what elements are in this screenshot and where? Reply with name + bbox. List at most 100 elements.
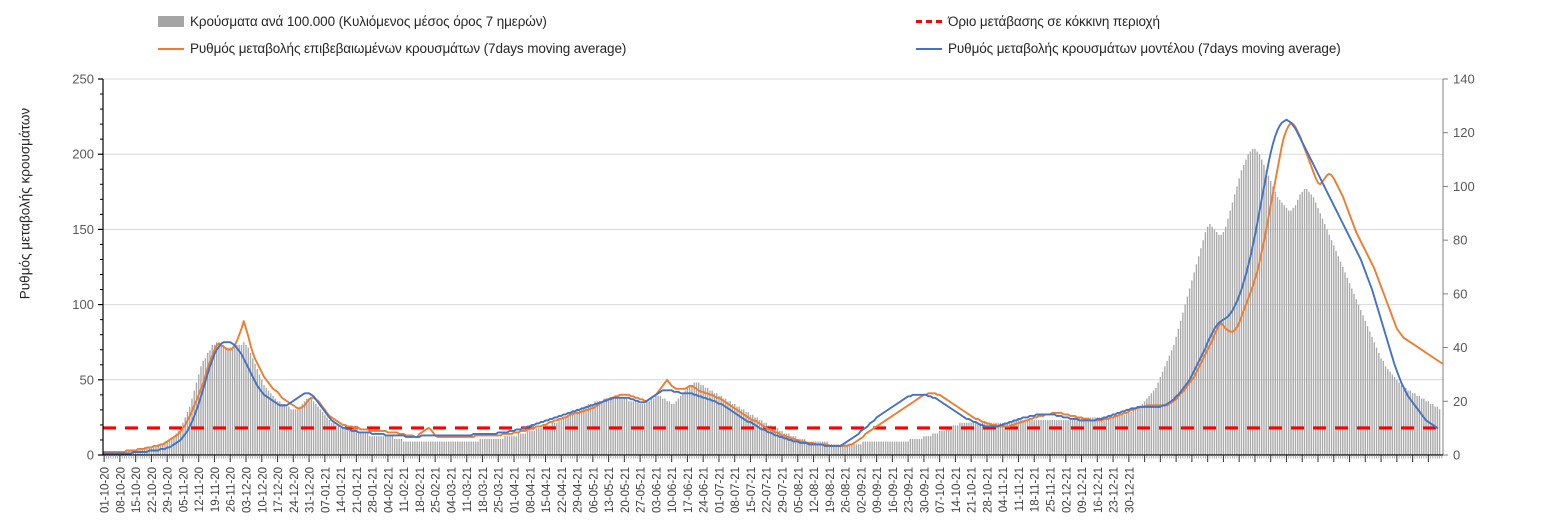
svg-text:25-11-21: 25-11-21	[1046, 467, 1058, 512]
blue-line-swatch-icon	[916, 47, 942, 50]
bar-swatch-icon	[158, 16, 184, 27]
svg-text:120: 120	[1453, 125, 1475, 140]
svg-text:21-10-21: 21-10-21	[967, 467, 979, 513]
bars-series	[103, 148, 1441, 456]
svg-text:17-06-21: 17-06-21	[683, 467, 695, 513]
svg-text:02-09-21: 02-09-21	[856, 467, 868, 513]
svg-text:100: 100	[72, 297, 94, 312]
svg-text:11-03-21: 11-03-21	[462, 467, 474, 512]
svg-text:30-12-21: 30-12-21	[1124, 467, 1136, 513]
svg-text:40: 40	[1453, 340, 1467, 355]
svg-text:140: 140	[1453, 72, 1475, 87]
svg-text:04-03-21: 04-03-21	[446, 467, 458, 513]
svg-text:18-03-21: 18-03-21	[478, 467, 490, 513]
svg-text:29-04-21: 29-04-21	[573, 467, 585, 513]
svg-text:50: 50	[80, 372, 94, 387]
svg-text:24-06-21: 24-06-21	[699, 467, 711, 513]
svg-text:0: 0	[1453, 448, 1460, 463]
legend-label-cases-bar: Κρούσματα ανά 100.000 (Κυλιόμενος μέσος …	[190, 14, 547, 29]
svg-text:19-08-21: 19-08-21	[825, 467, 837, 513]
y-axis-left-ticks: 0 50 100 150 200 250	[72, 72, 103, 463]
svg-text:10-12-20: 10-12-20	[257, 467, 269, 513]
svg-text:11-02-21: 11-02-21	[399, 467, 411, 512]
svg-text:12-11-20: 12-11-20	[194, 467, 206, 512]
svg-text:23-09-21: 23-09-21	[904, 467, 916, 513]
svg-text:20-05-21: 20-05-21	[620, 467, 632, 513]
legend-label-model-rate: Ρυθμός μεταβολής κρουσμάτων μοντέλου (7d…	[948, 41, 1341, 56]
svg-text:100: 100	[1453, 179, 1475, 194]
svg-text:31-12-20: 31-12-20	[305, 467, 317, 513]
svg-text:08-07-21: 08-07-21	[730, 467, 742, 513]
chart-legend: Κρούσματα ανά 100.000 (Κυλιόμενος μέσος …	[0, 6, 1552, 62]
svg-text:11-11-21: 11-11-21	[1014, 467, 1026, 511]
svg-text:09-09-21: 09-09-21	[872, 467, 884, 513]
svg-text:15-07-21: 15-07-21	[746, 467, 758, 513]
svg-text:09-12-21: 09-12-21	[1077, 467, 1089, 513]
svg-text:0: 0	[87, 448, 94, 463]
svg-text:13-05-21: 13-05-21	[604, 467, 616, 513]
line-swatch-icon	[158, 47, 184, 50]
svg-text:26-08-21: 26-08-21	[841, 467, 853, 513]
svg-text:08-10-20: 08-10-20	[115, 467, 127, 513]
svg-text:07-10-21: 07-10-21	[935, 467, 947, 513]
legend-label-threshold: Όριο μετάβασης σε κόκκινη περιοχή	[948, 14, 1160, 29]
svg-text:29-07-21: 29-07-21	[778, 467, 790, 513]
legend-item-cases-bar[interactable]: Κρούσματα ανά 100.000 (Κυλιόμενος μέσος …	[158, 14, 547, 29]
svg-text:60: 60	[1453, 286, 1467, 301]
svg-text:19-11-20: 19-11-20	[210, 467, 222, 512]
svg-text:25-02-21: 25-02-21	[431, 467, 443, 513]
legend-item-confirmed-rate[interactable]: Ρυθμός μεταβολής επιβεβαιωμένων κρουσμάτ…	[158, 41, 626, 56]
svg-text:17-12-20: 17-12-20	[273, 467, 285, 513]
svg-text:15-10-20: 15-10-20	[131, 467, 143, 513]
dashed-line-swatch-icon	[916, 20, 942, 23]
svg-text:26-11-20: 26-11-20	[226, 467, 238, 512]
svg-text:18-11-21: 18-11-21	[1030, 467, 1042, 512]
svg-text:04-11-21: 04-11-21	[998, 467, 1010, 512]
svg-text:23-12-21: 23-12-21	[1109, 467, 1121, 513]
x-axis-ticks: 01-10-20 08-10-20 15-10-20 22-10-20 29-10-20…	[100, 455, 1443, 513]
svg-text:03-12-20: 03-12-20	[242, 467, 254, 513]
svg-text:80: 80	[1453, 233, 1467, 248]
svg-text:28-10-21: 28-10-21	[982, 467, 994, 513]
legend-label-confirmed-rate: Ρυθμός μεταβολής επιβεβαιωμένων κρουσμάτ…	[190, 41, 627, 56]
svg-text:15-04-21: 15-04-21	[541, 467, 553, 513]
svg-text:01-07-21: 01-07-21	[714, 467, 726, 513]
svg-text:16-09-21: 16-09-21	[888, 467, 900, 513]
svg-text:10-06-21: 10-06-21	[667, 467, 679, 513]
svg-text:21-01-21: 21-01-21	[352, 467, 364, 513]
svg-text:07-01-21: 07-01-21	[320, 467, 332, 513]
svg-text:200: 200	[72, 147, 94, 162]
svg-text:22-10-20: 22-10-20	[147, 467, 159, 513]
svg-text:01-04-21: 01-04-21	[510, 467, 522, 513]
svg-text:12-08-21: 12-08-21	[809, 467, 821, 513]
svg-text:18-02-21: 18-02-21	[415, 467, 427, 513]
svg-text:03-06-21: 03-06-21	[651, 467, 663, 513]
svg-text:06-05-21: 06-05-21	[588, 467, 600, 513]
y-axis-right-ticks: 0 20 40 60 80 100 120 140	[1443, 72, 1475, 463]
svg-text:250: 250	[72, 72, 94, 87]
svg-text:08-04-21: 08-04-21	[525, 467, 537, 513]
svg-text:27-05-21: 27-05-21	[636, 467, 648, 513]
model-rate-line	[103, 118, 1439, 455]
svg-text:30-09-21: 30-09-21	[919, 467, 931, 513]
svg-text:01-10-20: 01-10-20	[100, 467, 112, 513]
svg-text:25-03-21: 25-03-21	[494, 467, 506, 513]
svg-text:04-02-21: 04-02-21	[383, 467, 395, 513]
svg-text:22-07-21: 22-07-21	[762, 467, 774, 513]
svg-text:29-10-20: 29-10-20	[163, 467, 175, 513]
svg-text:02-12-21: 02-12-21	[1061, 467, 1073, 513]
svg-text:24-12-20: 24-12-20	[289, 467, 301, 513]
svg-text:150: 150	[72, 222, 94, 237]
svg-text:22-04-21: 22-04-21	[557, 467, 569, 513]
svg-text:28-01-21: 28-01-21	[368, 467, 380, 513]
svg-text:16-12-21: 16-12-21	[1093, 467, 1105, 513]
svg-text:20: 20	[1453, 394, 1467, 409]
legend-item-model-rate[interactable]: Ρυθμός μεταβολής κρουσμάτων μοντέλου (7d…	[916, 41, 1341, 56]
legend-item-threshold[interactable]: Όριο μετάβασης σε κόκκινη περιοχή	[916, 14, 1160, 29]
svg-text:05-11-20: 05-11-20	[178, 467, 190, 512]
svg-text:14-01-21: 14-01-21	[336, 467, 348, 513]
svg-text:05-08-21: 05-08-21	[793, 467, 805, 513]
svg-text:14-10-21: 14-10-21	[951, 467, 963, 513]
